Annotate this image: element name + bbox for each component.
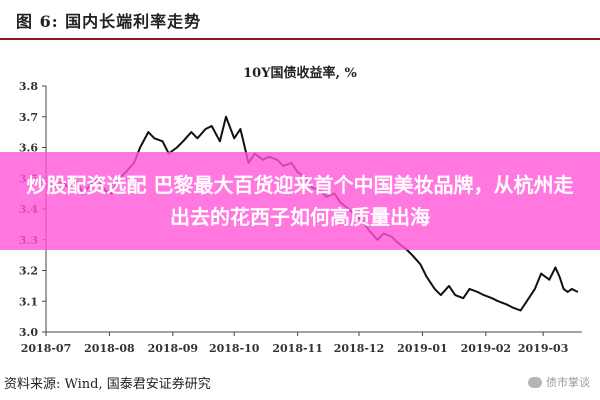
x-tick-label: 2018-07 (21, 342, 72, 355)
banner-text[interactable]: 炒股配资选配 巴黎最大百货迎来首个中国美妆品牌，从杭州走出去的花西子如何高质量出… (26, 173, 574, 229)
source-note: 资料来源: Wind, 国泰君安证券研究 (4, 377, 211, 392)
x-tick-label: 2019-02 (461, 342, 512, 355)
y-tick-label: 3.7 (19, 111, 38, 124)
x-tick-label: 2019-01 (397, 342, 448, 355)
x-tick-label: 2018-10 (209, 342, 260, 355)
y-tick-label: 3.8 (19, 80, 38, 93)
x-tick-label: 2018-09 (148, 342, 199, 355)
y-tick-label: 3.1 (19, 295, 38, 308)
y-tick-label: 3.0 (19, 326, 38, 339)
figure-label: 图 6: 国内长端利率走势 (16, 12, 202, 31)
overlay-banner[interactable]: 炒股配资选配 巴黎最大百货迎来首个中国美妆品牌，从杭州走出去的花西子如何高质量出… (0, 152, 600, 250)
x-tick-label: 2018-08 (84, 342, 135, 355)
watermark-text: 债市掌谈 (546, 376, 590, 389)
figure-header: 图 6: 国内长端利率走势 (0, 0, 600, 40)
x-tick-label: 2018-11 (272, 342, 323, 355)
x-tick-label: 2018-12 (334, 342, 385, 355)
x-tick-label: 2019-03 (518, 342, 569, 355)
watermark: 债市掌谈 (528, 374, 590, 390)
chart-axes: 3.03.13.23.33.43.53.63.73.82018-072018-0… (19, 80, 582, 355)
wechat-icon (528, 376, 542, 388)
y-tick-label: 3.2 (19, 265, 38, 278)
chart-title: 10Y国债收益率, % (243, 66, 357, 81)
y-tick-label: 3.6 (19, 142, 38, 155)
